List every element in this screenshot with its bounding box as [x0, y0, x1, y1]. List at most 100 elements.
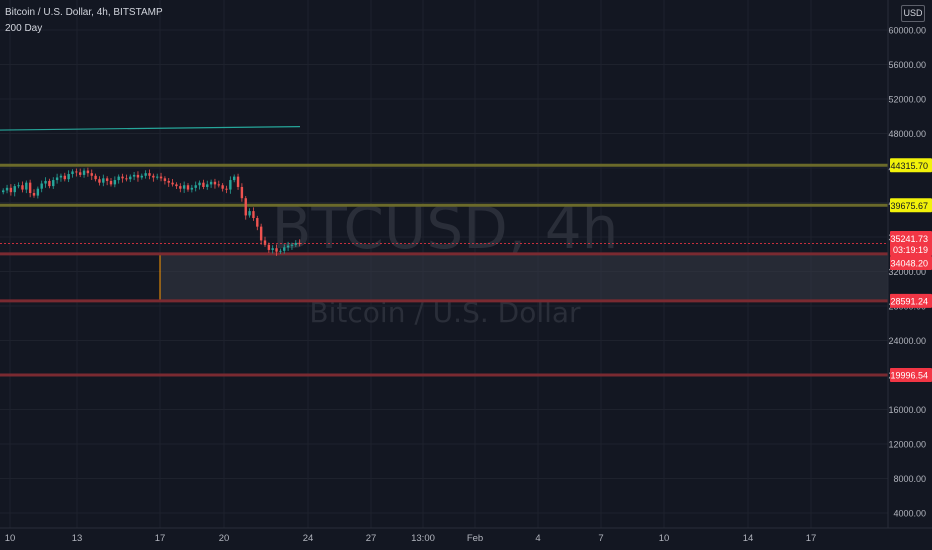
candle-body	[86, 170, 90, 174]
candle-body	[113, 180, 117, 185]
candle-body	[252, 211, 255, 219]
candle-body	[67, 174, 70, 180]
candle-body	[102, 178, 105, 183]
last-price-label: 35241.73	[890, 234, 928, 244]
candle-body	[2, 190, 5, 193]
candle-body	[82, 170, 86, 175]
candle-body	[55, 177, 59, 181]
candle-body	[167, 180, 170, 183]
candle-body	[206, 184, 209, 187]
price-axis-bg	[888, 0, 932, 550]
time-tick-label: 20	[219, 533, 230, 544]
candle-body	[286, 245, 290, 248]
candle-body	[163, 178, 167, 181]
symbol-title: Bitcoin / U.S. Dollar, 4h, BITSTAMP	[5, 7, 163, 18]
candle-body	[44, 180, 47, 184]
candle-body	[125, 178, 128, 180]
candle-body	[225, 188, 228, 190]
candle-body	[32, 193, 36, 196]
candles	[2, 167, 301, 256]
price-tick-label: 12000.00	[888, 440, 926, 450]
price-tick-label: 4000.00	[893, 509, 926, 519]
candle-body	[209, 181, 213, 185]
price-tick-label: 60000.00	[888, 26, 926, 36]
candle-body	[213, 181, 217, 185]
candle-body	[94, 175, 97, 180]
candle-body	[171, 182, 174, 185]
candle-body	[236, 176, 240, 187]
candle-body	[298, 243, 301, 245]
candle-body	[105, 178, 109, 181]
level-price-label-bg	[890, 368, 932, 383]
candle-body	[148, 173, 151, 176]
time-tick-label: 14	[743, 533, 754, 544]
candle-body	[36, 188, 40, 196]
candle-body	[221, 185, 224, 189]
price-tick-label: 48000.00	[888, 129, 926, 139]
candle-body	[121, 176, 124, 179]
candle-body	[156, 176, 159, 178]
candle-body	[240, 186, 244, 199]
candle-body	[217, 184, 220, 186]
candle-body	[75, 171, 78, 173]
time-tick-label: 27	[366, 533, 377, 544]
demand-zone[interactable]	[159, 253, 889, 302]
level-price-label: 28591.24	[890, 296, 928, 306]
candle-body	[175, 184, 178, 187]
time-tick-label: 7	[598, 533, 603, 544]
price-tick-label: 56000.00	[888, 60, 926, 70]
candle-body	[117, 176, 120, 181]
candle-body	[279, 250, 282, 252]
candle-body	[13, 186, 16, 193]
candle-body	[248, 211, 251, 216]
candle-body	[198, 182, 201, 186]
candle-body	[244, 198, 247, 216]
zone-box	[159, 253, 889, 302]
time-axis[interactable]: 10 13 17 20 24 27 13:00 Feb 4 7 10 14 17	[0, 527, 932, 550]
moving-average-200	[0, 126, 301, 131]
currency-button[interactable]: USD	[901, 5, 925, 22]
candle-body	[40, 183, 43, 189]
price-tick-label: 8000.00	[893, 474, 926, 484]
horizontal-levels[interactable]	[0, 163, 888, 377]
candle-body	[275, 248, 278, 252]
countdown-label: 03:19:19	[893, 245, 928, 255]
candle-body	[159, 176, 163, 179]
candle-body	[90, 173, 93, 176]
price-tick-label: 52000.00	[888, 95, 926, 105]
time-tick-label: 10	[659, 533, 670, 544]
candle-body	[132, 174, 136, 177]
candle-body	[190, 187, 194, 190]
level-price-label: 19996.54	[890, 371, 928, 381]
candle-body	[182, 185, 186, 189]
price-tick-label: 24000.00	[888, 336, 926, 346]
time-tick-label: Feb	[467, 533, 483, 544]
level-price-label-bg	[890, 256, 932, 270]
price-tick-label: 32000.00	[888, 267, 926, 277]
level-price-label-bg	[890, 293, 932, 308]
candle-body	[140, 175, 143, 178]
time-tick-label: 10	[5, 533, 16, 544]
candle-body	[202, 182, 205, 187]
candle-body	[179, 186, 182, 189]
candle-body	[25, 182, 28, 190]
price-axis[interactable]: 4000.008000.0012000.0016000.0020000.0024…	[887, 0, 932, 550]
candle-body	[28, 182, 32, 194]
candle-body	[17, 185, 20, 187]
candle-body	[71, 171, 74, 175]
candle-body	[283, 247, 286, 251]
level-price-label: 34048.20	[890, 259, 928, 269]
indicator-label[interactable]: 200 Day	[5, 23, 43, 34]
level-price-label: 44315.70	[890, 161, 928, 171]
level-price-label: 39675.67	[890, 201, 928, 211]
candle-body	[233, 176, 236, 181]
time-tick-label: 17	[155, 533, 166, 544]
last-price-label-bg	[890, 231, 932, 256]
candle-body	[52, 180, 55, 187]
candle-body	[5, 187, 9, 191]
candle-body	[63, 175, 66, 180]
candle-body	[48, 180, 51, 187]
candle-body	[144, 173, 147, 176]
level-price-label-bg	[890, 158, 932, 173]
